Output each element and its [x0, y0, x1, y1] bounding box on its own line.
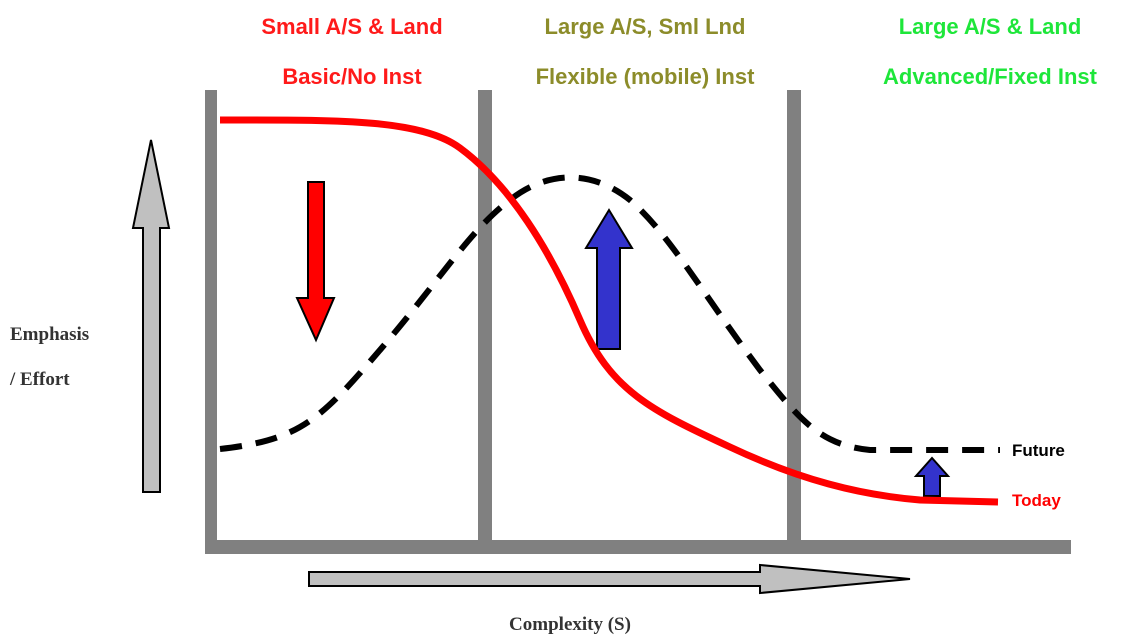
zone-1-subtitle: Basic/No Inst: [282, 64, 422, 89]
emphasis-arrow-icon: [131, 139, 171, 493]
zone-3-title: Large A/S & Land: [899, 14, 1082, 39]
zone-1-title: Small A/S & Land: [261, 14, 442, 39]
zone-3-subtitle: Advanced/Fixed Inst: [883, 64, 1098, 89]
zone-2-subtitle: Flexible (mobile) Inst: [536, 64, 755, 89]
future-curve: [219, 174, 1000, 453]
y-axis-label-line1: Emphasis: [10, 324, 89, 345]
y-axis-label-line2: / Effort: [9, 369, 70, 390]
baseline-axis-bar: [205, 540, 1071, 554]
zone-2-title: Large A/S, Sml Lnd: [545, 14, 746, 39]
decrease-arrow-icon: [295, 181, 336, 343]
future-curve-label: Future: [1012, 441, 1065, 460]
complexity-arrow-icon: [308, 563, 911, 595]
small-increase-arrow-icon: [913, 456, 951, 497]
left-axis-bar: [205, 90, 217, 552]
zone-divider-1: [478, 90, 492, 550]
zone-divider-2: [787, 90, 801, 550]
today-curve-label: Today: [1012, 491, 1061, 510]
increase-arrow-icon: [584, 208, 634, 350]
x-axis-label: Complexity (S): [509, 614, 631, 635]
today-curve: [219, 116, 999, 506]
